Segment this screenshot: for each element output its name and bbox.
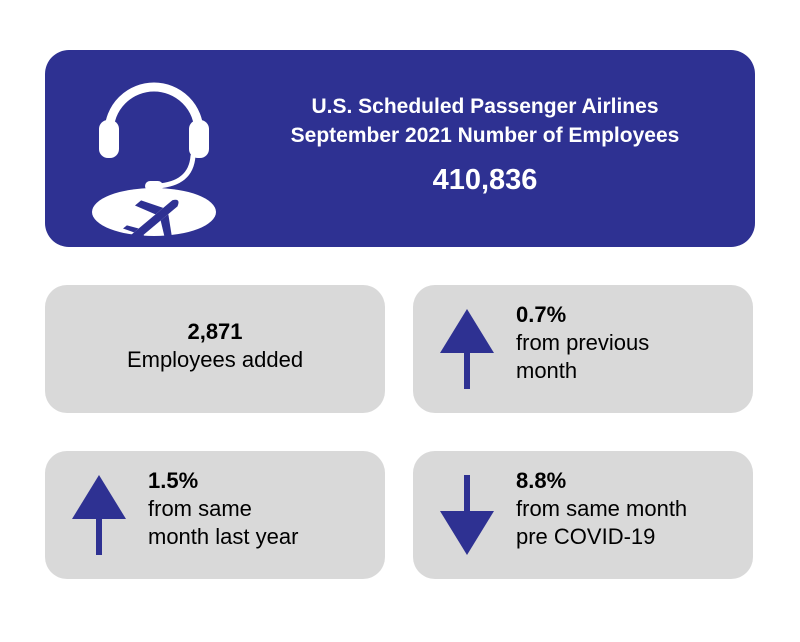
- same-month-last-year-value: 1.5%: [148, 468, 199, 493]
- pre-covid-change-value: 8.8%: [516, 468, 567, 493]
- pre-covid-change-card: 8.8% from same month pre COVID-19: [413, 451, 753, 579]
- arrow-up-icon: [440, 309, 494, 389]
- same-month-last-year-label: from same month last year: [148, 496, 299, 549]
- employees-added-value: 2,871: [187, 319, 243, 344]
- arrow-down-icon: [440, 475, 494, 555]
- total-employees-value: 410,836: [432, 164, 538, 196]
- previous-month-change-card: 0.7% from previous month: [413, 285, 753, 413]
- arrow-up-icon: [72, 475, 126, 555]
- previous-month-change-label: from previous month: [516, 330, 650, 383]
- employees-added-card: 2,871 Employees added: [45, 285, 385, 413]
- banner-title-line-2: September 2021 Number of Employees: [290, 124, 680, 147]
- headset-airplane-icon: [92, 82, 216, 237]
- banner-title-line-1: U.S. Scheduled Passenger Airlines: [311, 95, 659, 118]
- employees-added-label: Employees added: [126, 347, 304, 372]
- banner-text: U.S. Scheduled Passenger Airlines Septem…: [215, 92, 755, 198]
- same-month-last-year-card: 1.5% from same month last year: [45, 451, 385, 579]
- pre-covid-change-label: from same month pre COVID-19: [516, 496, 688, 549]
- summary-banner: U.S. Scheduled Passenger Airlines Septem…: [45, 50, 755, 247]
- previous-month-change-value: 0.7%: [516, 302, 567, 327]
